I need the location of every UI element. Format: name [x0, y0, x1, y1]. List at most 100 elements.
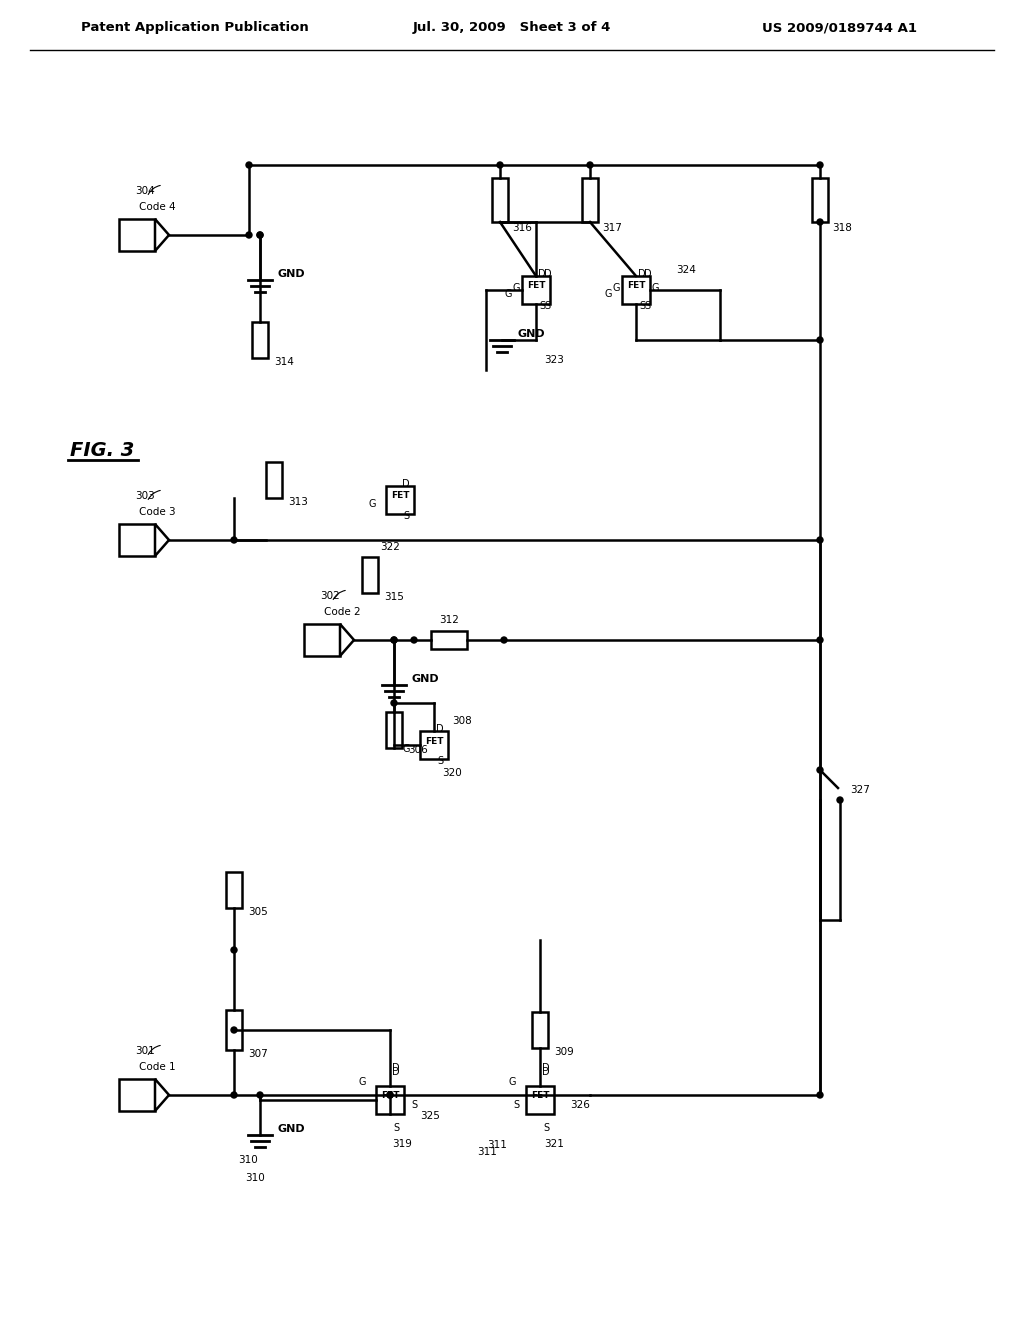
- Circle shape: [387, 1092, 393, 1098]
- Text: FET: FET: [530, 1092, 549, 1101]
- Text: S: S: [437, 756, 443, 766]
- Circle shape: [257, 1092, 263, 1098]
- Circle shape: [817, 219, 823, 224]
- Text: 313: 313: [288, 498, 308, 507]
- Text: G: G: [512, 282, 520, 293]
- Text: 321: 321: [544, 1139, 564, 1148]
- Text: 304: 304: [135, 186, 155, 195]
- Text: 309: 309: [554, 1047, 573, 1057]
- Bar: [266, 462, 282, 498]
- Circle shape: [501, 638, 507, 643]
- Text: D: D: [638, 269, 646, 279]
- Bar: [386, 486, 414, 513]
- Text: 315: 315: [384, 591, 403, 602]
- Circle shape: [817, 337, 823, 343]
- Circle shape: [231, 537, 237, 543]
- Circle shape: [257, 232, 263, 238]
- Text: S: S: [544, 301, 550, 312]
- Text: 325: 325: [420, 1111, 440, 1121]
- Text: 307: 307: [248, 1049, 267, 1059]
- Circle shape: [411, 638, 417, 643]
- Circle shape: [817, 537, 823, 543]
- Text: Code 4: Code 4: [138, 202, 175, 213]
- Text: G: G: [652, 282, 659, 293]
- Text: S: S: [411, 1100, 417, 1110]
- Bar: [431, 631, 467, 649]
- Text: D: D: [436, 723, 443, 734]
- Text: 318: 318: [831, 223, 852, 234]
- Polygon shape: [155, 524, 169, 556]
- Bar: [362, 557, 378, 593]
- Polygon shape: [340, 624, 354, 656]
- Bar: [119, 524, 155, 556]
- Text: S: S: [639, 301, 645, 312]
- Text: S: S: [513, 1100, 519, 1110]
- Bar: [304, 624, 340, 656]
- Text: US 2009/0189744 A1: US 2009/0189744 A1: [763, 21, 918, 34]
- Bar: [522, 276, 550, 304]
- Text: FET: FET: [526, 281, 545, 290]
- Circle shape: [391, 638, 397, 643]
- Text: 302: 302: [319, 591, 340, 601]
- Text: GND: GND: [412, 675, 439, 684]
- Text: G: G: [612, 282, 620, 293]
- Text: FET: FET: [381, 1092, 399, 1101]
- Text: S: S: [543, 1123, 549, 1133]
- Text: Patent Application Publication: Patent Application Publication: [81, 21, 309, 34]
- Circle shape: [497, 162, 503, 168]
- Circle shape: [817, 638, 823, 643]
- Circle shape: [231, 946, 237, 953]
- Text: 310: 310: [245, 1173, 265, 1183]
- Circle shape: [231, 1027, 237, 1034]
- Bar: [622, 276, 650, 304]
- Text: D: D: [539, 269, 546, 279]
- Text: D: D: [644, 269, 651, 279]
- Text: 308: 308: [452, 715, 472, 726]
- Bar: [226, 1010, 242, 1049]
- Text: 324: 324: [676, 265, 696, 275]
- Circle shape: [391, 700, 397, 706]
- Circle shape: [246, 162, 252, 168]
- Bar: [812, 178, 828, 222]
- Text: S: S: [393, 1123, 399, 1133]
- Text: GND: GND: [518, 329, 546, 339]
- Bar: [526, 1086, 554, 1114]
- Circle shape: [587, 162, 593, 168]
- Text: 301: 301: [135, 1045, 155, 1056]
- Text: 310: 310: [239, 1155, 258, 1166]
- Text: 319: 319: [392, 1139, 412, 1148]
- Text: 314: 314: [274, 356, 294, 367]
- Circle shape: [391, 638, 397, 643]
- Polygon shape: [155, 219, 169, 251]
- Circle shape: [257, 232, 263, 238]
- Circle shape: [837, 797, 843, 803]
- Bar: [226, 873, 242, 908]
- Polygon shape: [155, 1078, 169, 1111]
- Bar: [420, 731, 449, 759]
- Text: FET: FET: [391, 491, 410, 500]
- Text: FET: FET: [425, 737, 443, 746]
- Circle shape: [246, 232, 252, 238]
- Bar: [119, 219, 155, 251]
- Text: D: D: [544, 269, 552, 279]
- Text: S: S: [402, 511, 409, 521]
- Text: G: G: [369, 499, 376, 510]
- Text: FET: FET: [627, 281, 645, 290]
- Text: D: D: [402, 479, 410, 488]
- Text: 311: 311: [477, 1147, 497, 1158]
- Text: G: G: [604, 289, 611, 300]
- Text: 322: 322: [380, 543, 400, 552]
- Circle shape: [817, 1092, 823, 1098]
- Bar: [252, 322, 268, 358]
- Text: G: G: [402, 744, 410, 754]
- Text: 303: 303: [135, 491, 155, 502]
- Text: Code 3: Code 3: [138, 507, 175, 517]
- Bar: [582, 178, 598, 222]
- Text: S: S: [539, 301, 545, 312]
- Text: 316: 316: [512, 223, 531, 234]
- Text: Jul. 30, 2009   Sheet 3 of 4: Jul. 30, 2009 Sheet 3 of 4: [413, 21, 611, 34]
- Text: G: G: [508, 1077, 516, 1086]
- Text: FIG. 3: FIG. 3: [70, 441, 134, 459]
- Text: S: S: [644, 301, 650, 312]
- Bar: [376, 1086, 404, 1114]
